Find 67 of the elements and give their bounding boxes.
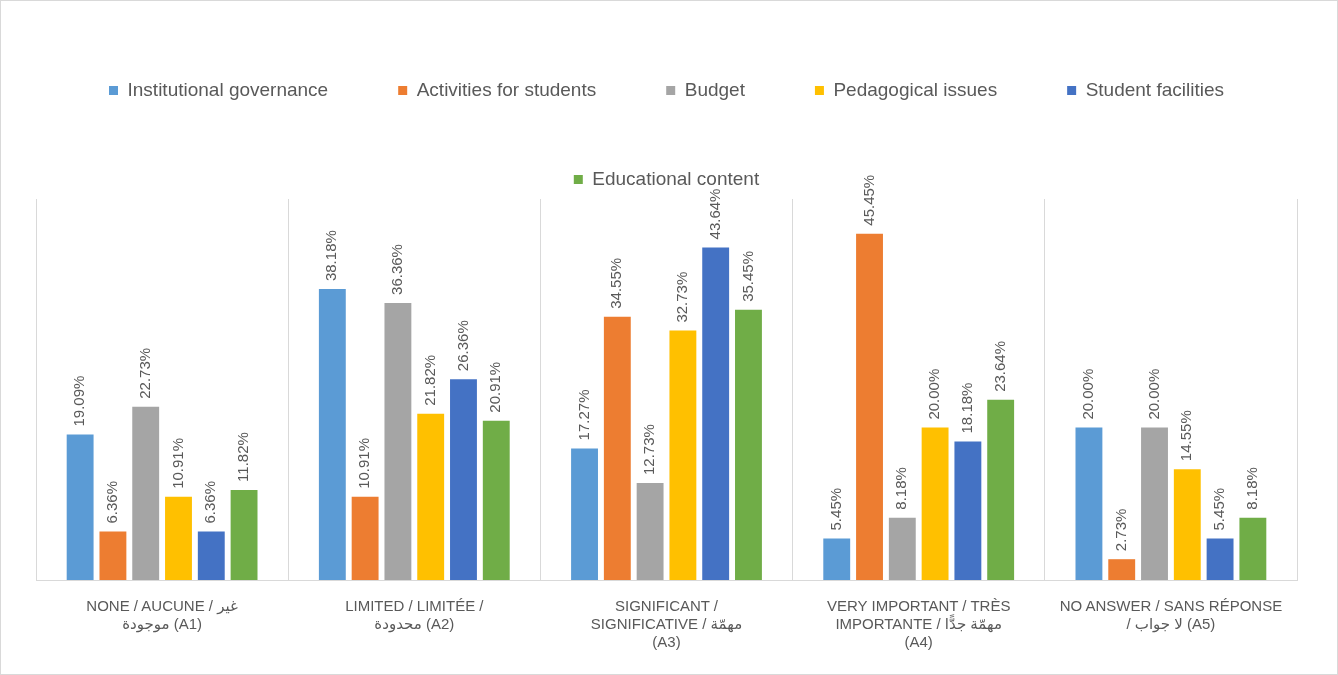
- bar: [702, 247, 730, 580]
- data-label: 38.18%: [322, 230, 340, 282]
- data-label: 6.36%: [103, 480, 121, 524]
- data-label: 19.09%: [70, 375, 88, 427]
- bar: [735, 309, 762, 580]
- bar: [571, 448, 598, 580]
- data-label: 20.00%: [1079, 368, 1097, 420]
- bar: [1206, 538, 1234, 580]
- x-tick-label: NONE / AUCUNE / غير موجودة (A1): [86, 597, 238, 634]
- bar: [603, 316, 631, 580]
- data-label: 21.82%: [420, 354, 438, 406]
- data-label: 12.73%: [640, 424, 658, 475]
- legend-label: Activities for students: [416, 78, 597, 100]
- bar: [669, 330, 697, 580]
- data-label: 14.55%: [1177, 410, 1195, 462]
- data-label: 5.45%: [1210, 487, 1228, 531]
- bar: [1075, 427, 1103, 580]
- bar: [230, 489, 258, 580]
- bar: [165, 496, 192, 580]
- data-label: 23.64%: [990, 340, 1008, 392]
- bar: [636, 483, 664, 580]
- bar: [954, 441, 982, 580]
- data-label: 8.18%: [892, 467, 910, 510]
- bar: [197, 531, 225, 580]
- bar: [351, 496, 379, 580]
- data-label: 35.45%: [738, 251, 756, 302]
- data-label: 11.82%: [234, 432, 252, 482]
- bar: [318, 289, 346, 580]
- bar: [384, 302, 412, 580]
- bar: [450, 379, 477, 580]
- data-label: 45.45%: [859, 174, 877, 226]
- bar: [823, 538, 851, 580]
- data-label: 6.36%: [201, 480, 219, 524]
- data-label: 20.00%: [925, 368, 943, 420]
- data-label: 17.27%: [574, 389, 592, 441]
- data-label: 10.91%: [355, 437, 373, 489]
- data-label: 22.73%: [135, 347, 153, 399]
- bar: [132, 406, 160, 580]
- data-label: 43.64%: [705, 188, 723, 240]
- bar: [1108, 559, 1136, 580]
- bar: [888, 517, 916, 580]
- legend-label: Educational content: [592, 167, 760, 189]
- data-label: 36.36%: [388, 244, 406, 295]
- legend-label: Student facilities: [1085, 78, 1224, 100]
- bar: [1239, 517, 1267, 580]
- bar: [1141, 427, 1168, 580]
- legend-label: Institutional governance: [127, 78, 329, 100]
- bar: [1173, 469, 1201, 580]
- bar: [66, 434, 94, 580]
- data-label: 34.55%: [607, 257, 625, 309]
- bar: [417, 413, 445, 580]
- bar: [856, 233, 883, 580]
- bar: [99, 531, 127, 580]
- legend-label: Pedagogical issues: [833, 78, 998, 100]
- data-label: 26.36%: [453, 320, 471, 372]
- data-label: 20.00%: [1144, 368, 1162, 420]
- legend-label: Budget: [684, 78, 746, 100]
- bar: [482, 420, 510, 580]
- data-label: 32.73%: [673, 271, 691, 323]
- bar: [921, 427, 949, 580]
- bar: [987, 399, 1015, 580]
- data-label: 5.45%: [826, 487, 844, 531]
- data-label: 10.91%: [168, 437, 186, 489]
- data-label: 8.18%: [1243, 467, 1261, 510]
- data-label: 2.73%: [1111, 508, 1129, 552]
- data-label: 18.18%: [958, 382, 976, 434]
- data-label: 20.91%: [486, 361, 504, 413]
